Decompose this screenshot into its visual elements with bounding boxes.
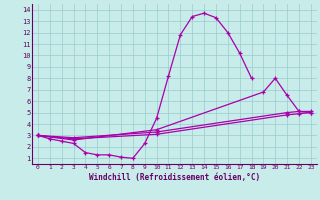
X-axis label: Windchill (Refroidissement éolien,°C): Windchill (Refroidissement éolien,°C): [89, 173, 260, 182]
